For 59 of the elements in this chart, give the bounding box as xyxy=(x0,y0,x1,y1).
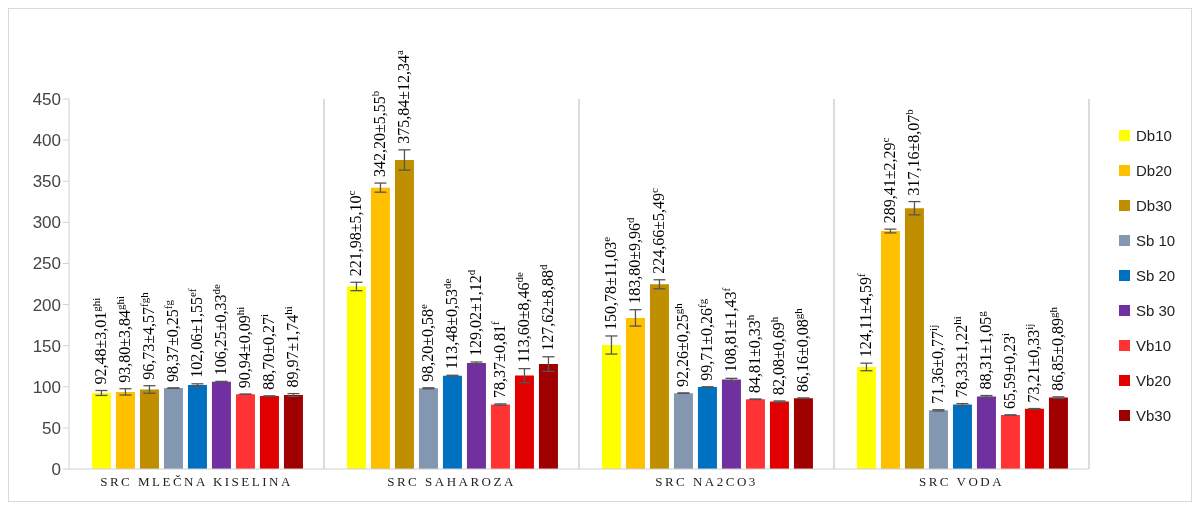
bar xyxy=(1000,415,1020,469)
legend-label: Sb 30 xyxy=(1136,301,1176,319)
y-tick-label: 0 xyxy=(51,460,61,480)
bar xyxy=(1048,397,1068,469)
y-tick-label: 450 xyxy=(32,90,61,110)
y-tick-label: 150 xyxy=(32,336,61,356)
x-tick-label: SRC VODA xyxy=(918,474,1005,490)
y-tick-label: 50 xyxy=(42,418,61,438)
bar xyxy=(952,404,972,469)
bar xyxy=(928,410,948,469)
bar xyxy=(697,387,717,469)
bar xyxy=(625,317,645,469)
y-tick-label: 400 xyxy=(32,131,61,151)
bar xyxy=(283,395,303,469)
bar xyxy=(904,208,924,469)
legend-label: Vb10 xyxy=(1136,336,1172,354)
bar xyxy=(880,231,900,469)
legend-label: Vb20 xyxy=(1136,371,1172,389)
bar xyxy=(649,284,669,469)
y-tick-label: 250 xyxy=(32,254,61,274)
x-tick-label: SRC MLEČNA KISELINA xyxy=(100,474,293,490)
bar xyxy=(346,286,366,469)
legend-label: Sb 10 xyxy=(1136,231,1176,249)
bar xyxy=(91,392,111,469)
bar xyxy=(1024,408,1044,469)
bar xyxy=(370,187,390,469)
bar xyxy=(394,159,414,469)
y-tick-label: 200 xyxy=(32,295,61,315)
y-tick-label: 350 xyxy=(32,172,61,192)
bar xyxy=(115,391,135,469)
bar xyxy=(745,399,765,469)
bar xyxy=(442,375,462,469)
bar xyxy=(721,379,741,469)
bar xyxy=(187,385,207,469)
legend-label: Sb 20 xyxy=(1136,266,1176,284)
bar xyxy=(673,393,693,469)
bar xyxy=(514,375,534,469)
legend-label: Db10 xyxy=(1136,126,1172,144)
legend-label: Db30 xyxy=(1136,196,1172,214)
legend-label: Db20 xyxy=(1136,161,1172,179)
bar xyxy=(235,394,255,469)
bar xyxy=(601,345,621,469)
bar xyxy=(538,364,558,469)
bar xyxy=(976,396,996,469)
bar xyxy=(139,389,159,469)
bar xyxy=(769,401,789,469)
bar xyxy=(490,404,510,469)
bar xyxy=(418,388,438,469)
legend-label: Vb30 xyxy=(1136,406,1172,424)
bar xyxy=(211,381,231,469)
y-tick-label: 300 xyxy=(32,213,61,233)
x-tick-label: SRC SAHAROZA xyxy=(387,474,516,490)
bar xyxy=(793,398,813,469)
bar xyxy=(259,396,279,469)
y-tick-label: 100 xyxy=(32,377,61,397)
bar xyxy=(856,366,876,469)
bar xyxy=(163,388,183,469)
bar xyxy=(466,362,486,469)
x-tick-label: SRC NA2CO3 xyxy=(655,474,758,490)
